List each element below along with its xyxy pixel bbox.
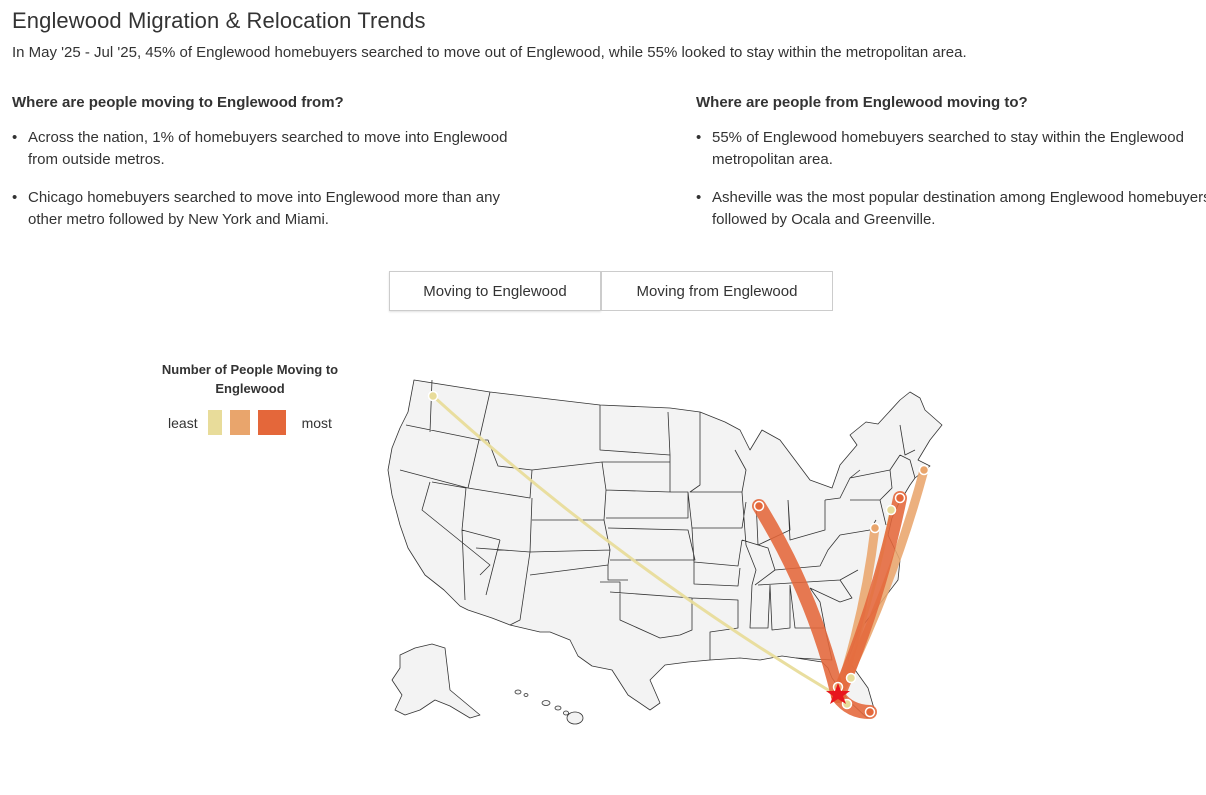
legend-scale: least most bbox=[150, 410, 350, 435]
list-item: Asheville was the most popular destinati… bbox=[696, 187, 1206, 231]
list-item: 55% of Englewood homebuyers searched to … bbox=[696, 127, 1206, 171]
moving-to-toggle-button[interactable]: Moving to Englewood bbox=[389, 271, 601, 311]
moving-to-column: Where are people moving to Englewood fro… bbox=[12, 94, 552, 247]
origin-marker[interactable] bbox=[918, 464, 930, 476]
list-item: Chicago homebuyers searched to move into… bbox=[12, 187, 528, 231]
legend-swatch-mid bbox=[229, 410, 250, 435]
moving-to-heading: Where are people moving to Englewood fro… bbox=[12, 94, 344, 111]
alaska-outline bbox=[391, 643, 481, 719]
moving-from-column: Where are people from Englewood moving t… bbox=[696, 94, 1206, 247]
moving-from-heading: Where are people from Englewood moving t… bbox=[696, 94, 1028, 111]
page-subtitle: In May '25 - Jul '25, 45% of Englewood h… bbox=[12, 44, 967, 61]
flow-line[interactable] bbox=[831, 491, 907, 703]
us-migration-map bbox=[387, 379, 943, 725]
origin-marker[interactable] bbox=[427, 390, 439, 402]
legend-least-label: least bbox=[168, 414, 198, 431]
list-item: Across the nation, 1% of homebuyers sear… bbox=[12, 127, 528, 171]
migration-flows bbox=[431, 394, 929, 719]
moving-from-list: 55% of Englewood homebuyers searched to … bbox=[696, 127, 1206, 231]
page-title: Englewood Migration & Relocation Trends bbox=[12, 8, 426, 33]
us-states-map bbox=[387, 379, 943, 725]
map-legend: Number of People Moving to Englewood lea… bbox=[150, 360, 350, 435]
moving-from-toggle-button[interactable]: Moving from Englewood bbox=[601, 271, 833, 311]
origin-marker[interactable] bbox=[894, 492, 906, 504]
legend-title: Number of People Moving to Englewood bbox=[161, 362, 339, 396]
origin-marker[interactable] bbox=[864, 706, 876, 718]
origin-marker[interactable] bbox=[885, 504, 897, 516]
origin-marker[interactable] bbox=[753, 500, 765, 512]
moving-to-list: Across the nation, 1% of homebuyers sear… bbox=[12, 127, 552, 231]
origin-marker[interactable] bbox=[845, 672, 857, 684]
red-star-icon bbox=[826, 683, 850, 704]
flow-line[interactable] bbox=[431, 394, 840, 698]
origin-markers bbox=[427, 390, 930, 718]
legend-swatch-most bbox=[257, 410, 286, 435]
legend-swatch-least bbox=[207, 410, 222, 435]
legend-most-label: most bbox=[301, 414, 332, 431]
flow-line[interactable] bbox=[752, 499, 845, 703]
origin-marker[interactable] bbox=[869, 522, 881, 534]
hawaii-islands bbox=[514, 689, 584, 725]
